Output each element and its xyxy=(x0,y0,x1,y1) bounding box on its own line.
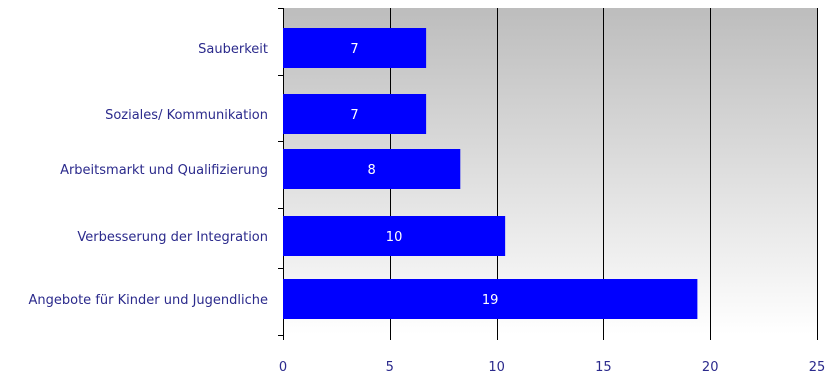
category-label: Verbesserung der Integration xyxy=(77,230,268,245)
bar-value-label: 7 xyxy=(350,42,358,57)
bar-4 xyxy=(283,279,698,319)
category-label: Sauberkeit xyxy=(198,42,268,57)
x-tick-labels: 0 5 10 15 20 25 xyxy=(279,360,825,375)
bar-0 xyxy=(283,28,427,68)
category-label: Soziales/ Kommunikation xyxy=(105,108,268,123)
x-tick-label: 0 xyxy=(279,360,287,375)
bar-1 xyxy=(283,94,427,134)
bar-3 xyxy=(283,216,506,256)
bar-value-label: 19 xyxy=(482,293,499,308)
x-tick-label: 25 xyxy=(809,360,826,375)
x-tick-label: 5 xyxy=(386,360,394,375)
category-label: Arbeitsmarkt und Qualifizierung xyxy=(60,163,268,178)
bar-2 xyxy=(283,149,461,189)
x-tick-label: 15 xyxy=(595,360,612,375)
bar-value-label: 7 xyxy=(350,108,358,123)
bars: 7 7 8 10 19 xyxy=(283,28,698,319)
bar-value-label: 10 xyxy=(386,230,403,245)
category-label: Angebote für Kinder und Jugendliche xyxy=(29,293,269,308)
x-tick-label: 20 xyxy=(702,360,719,375)
category-labels: Sauberkeit Soziales/ Kommunikation Arbeits… xyxy=(29,42,269,308)
bar-value-label: 8 xyxy=(368,163,376,178)
x-tick-label: 10 xyxy=(488,360,505,375)
